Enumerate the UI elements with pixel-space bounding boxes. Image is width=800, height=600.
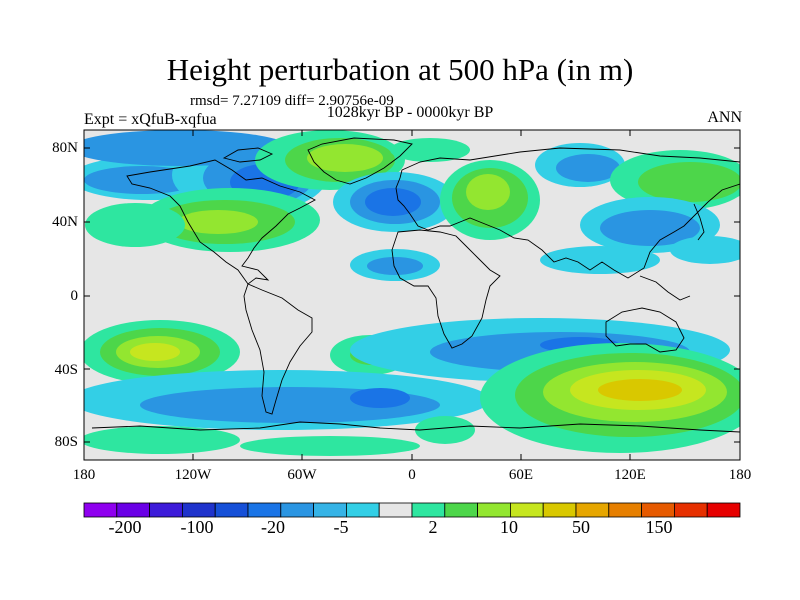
height-field: [84, 130, 740, 460]
lon-label-120w: 120W: [174, 467, 212, 483]
colorbar-swatch: [542, 502, 577, 518]
colorbar-swatch: [378, 502, 413, 518]
lat-label-80n: 80N: [52, 140, 78, 156]
northern-anomalies: [84, 130, 740, 281]
lat-label-0: 0: [70, 288, 79, 304]
colorbar-swatch: [477, 502, 511, 518]
colorbar-swatch: [280, 502, 314, 518]
lon-label-60w: 60W: [287, 467, 317, 483]
lon-label-180w: 180: [72, 467, 96, 483]
colorbar-swatch: [608, 502, 642, 518]
colorbar-swatch: [181, 502, 216, 518]
colorbar-swatch: [641, 502, 675, 518]
colorbar-label: -200: [108, 517, 142, 537]
colorbar-label: -100: [180, 517, 214, 537]
lat-label-40n: 40N: [52, 214, 78, 230]
colorbar-swatch: [149, 502, 183, 518]
colorbar-swatch: [509, 502, 544, 518]
colorbar-label: 150: [645, 517, 673, 537]
colorbar-swatch: [706, 502, 741, 518]
colorbar-swatch: [83, 502, 118, 518]
coastlines: [91, 137, 740, 433]
lat-label-40s: 40S: [54, 362, 78, 378]
colorbar-label: -20: [261, 517, 285, 537]
lon-label-0: 0: [408, 467, 416, 483]
plot-title: Height perturbation at 500 hPa (in m): [166, 52, 634, 87]
colorbar-swatch: [575, 502, 610, 518]
season-label: ANN: [707, 109, 742, 126]
colorbar-swatch: [345, 502, 380, 518]
colorbar-swatch: [247, 502, 282, 518]
colorbar-swatch: [116, 502, 151, 518]
lon-label-120e: 120E: [614, 467, 646, 483]
colorbar-swatch: [214, 502, 249, 518]
colorbar-swatch: [313, 502, 347, 518]
axis-ticks: [83, 130, 741, 460]
colorbar-label: 50: [572, 517, 590, 537]
colorbar-label: -5: [333, 517, 349, 537]
colorbar-swatch: [674, 502, 708, 518]
colorbar-swatch: [444, 502, 478, 518]
colorbar-swatch: [411, 502, 446, 518]
stats-line: rmsd= 7.27109 diff= 2.90756e-09: [190, 93, 394, 109]
experiment-label: Expt = xQfuB-xqfua: [84, 111, 217, 128]
lon-label-180e: 180: [728, 467, 752, 483]
lon-label-60e: 60E: [508, 467, 534, 483]
colorbar-label: 2: [428, 517, 438, 537]
southern-anomalies: [84, 318, 740, 456]
period-label: 1028kyr BP - 0000kyr BP: [326, 104, 494, 121]
colorbar: [83, 502, 741, 518]
lat-label-80s: 80S: [54, 434, 78, 450]
colorbar-label: 10: [500, 517, 518, 537]
